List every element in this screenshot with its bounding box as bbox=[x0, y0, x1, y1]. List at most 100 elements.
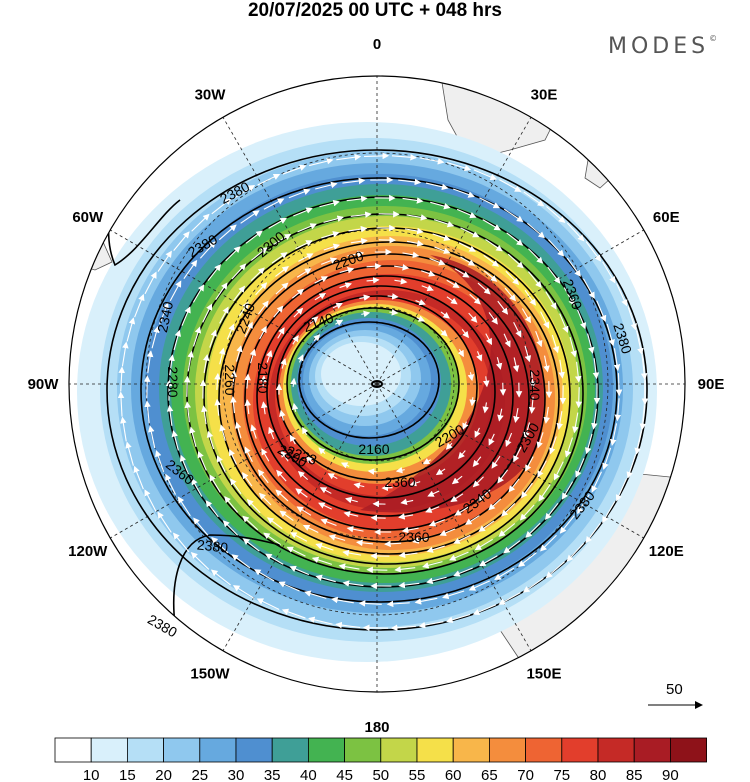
wind-vector bbox=[503, 540, 521, 554]
wind-vector bbox=[257, 173, 281, 186]
wind-vector bbox=[545, 561, 565, 579]
wind-vector bbox=[416, 315, 426, 322]
wind-vector bbox=[222, 520, 238, 536]
longitude-labels: 0 30E 60E 90E 120E 150E 180 150W 120W 90W 60W 30W bbox=[28, 36, 725, 736]
wind-vector bbox=[361, 310, 371, 318]
wind-vector bbox=[318, 502, 332, 510]
wind-vector bbox=[566, 542, 585, 562]
wind-vector bbox=[358, 600, 382, 607]
wind-vector bbox=[473, 169, 497, 181]
wind-vector bbox=[506, 232, 524, 246]
wind-vector bbox=[291, 288, 305, 299]
wind-vector bbox=[390, 624, 416, 632]
wind-vector bbox=[454, 268, 470, 278]
wind-vector bbox=[366, 277, 380, 284]
wind-vector bbox=[513, 322, 522, 338]
wind-vector bbox=[225, 246, 241, 262]
wind-vector bbox=[278, 581, 300, 592]
colorbar-swatch bbox=[380, 737, 418, 763]
wind-vector bbox=[485, 333, 492, 346]
wind-vector bbox=[522, 577, 544, 593]
wind-vector bbox=[426, 576, 447, 585]
wind-vector bbox=[295, 488, 308, 498]
wind-vector bbox=[558, 359, 565, 379]
wind-vector bbox=[504, 287, 517, 302]
wind-vector bbox=[244, 373, 251, 389]
colorbar-label: 80 bbox=[590, 767, 607, 782]
wind-vector bbox=[577, 494, 590, 515]
wind-vector bbox=[488, 312, 498, 325]
wind-vector bbox=[157, 511, 172, 533]
wind-vector bbox=[446, 279, 460, 288]
longitude-label: 150E bbox=[526, 665, 561, 682]
wind-vector bbox=[328, 534, 346, 541]
wind-vector bbox=[627, 306, 637, 331]
colorbar-label: 10 bbox=[83, 767, 100, 782]
wind-vector bbox=[342, 177, 366, 185]
wind-vector bbox=[309, 316, 319, 325]
wind-vector bbox=[495, 357, 503, 370]
wind-vector bbox=[187, 350, 194, 372]
colorbar-swatch bbox=[307, 737, 345, 763]
wind-vector bbox=[545, 502, 559, 520]
wind-vector bbox=[308, 616, 333, 625]
brand-copyright: © bbox=[709, 34, 718, 43]
wind-vector bbox=[335, 319, 344, 326]
map-title: 20/07/2025 00 UTC + 048 hrs bbox=[247, 0, 503, 21]
wind-vector bbox=[414, 597, 438, 605]
wind-vector bbox=[482, 402, 489, 414]
wind-vector bbox=[401, 526, 419, 534]
colorbar-swatch bbox=[633, 737, 671, 763]
wind-vector bbox=[279, 510, 294, 521]
wind-vector bbox=[507, 253, 524, 269]
wind-vector bbox=[366, 566, 388, 574]
colorbar-label: 50 bbox=[372, 767, 389, 782]
wind-vector bbox=[525, 522, 541, 538]
colorbar-swatch bbox=[561, 737, 599, 763]
wind-vector bbox=[173, 231, 190, 251]
wind-band-24 bbox=[321, 342, 401, 406]
wind-vector bbox=[553, 461, 564, 481]
wind-vector bbox=[336, 153, 362, 161]
wind-vector bbox=[394, 264, 410, 271]
wind-vector bbox=[290, 532, 308, 542]
wind-vector bbox=[526, 222, 545, 239]
wind-vector bbox=[398, 551, 418, 559]
wind-vector bbox=[634, 430, 643, 455]
wind-vector bbox=[488, 498, 502, 511]
wind-vector bbox=[497, 469, 509, 484]
wind-vector bbox=[245, 230, 263, 244]
wind-vector bbox=[250, 247, 268, 261]
longitude-label: 180 bbox=[364, 719, 389, 736]
wind-vector bbox=[121, 341, 129, 367]
wind-vector bbox=[304, 590, 327, 599]
wind-vector bbox=[639, 405, 647, 431]
wind-vector bbox=[249, 348, 257, 364]
wind-vector bbox=[157, 250, 172, 272]
longitude-label: 120E bbox=[649, 543, 684, 560]
wind-vector bbox=[636, 330, 644, 355]
contour-2380-outer-south bbox=[172, 534, 281, 626]
contour-label: 2180 bbox=[255, 362, 271, 393]
colorbar-swatch bbox=[416, 737, 454, 763]
wind-vector bbox=[151, 325, 160, 349]
wind-vector bbox=[359, 294, 371, 301]
wind-vector bbox=[569, 336, 577, 358]
wind-vector bbox=[440, 311, 450, 319]
longitude-label: 120W bbox=[68, 543, 108, 560]
colorbar-label: 90 bbox=[662, 767, 679, 782]
wind-vector bbox=[415, 299, 426, 306]
wind-vector bbox=[387, 293, 399, 300]
wind-vector bbox=[313, 334, 321, 342]
wind-vector bbox=[577, 309, 587, 330]
wind-vector bbox=[242, 472, 253, 487]
wind-vector bbox=[566, 222, 585, 242]
wind-vector bbox=[559, 515, 575, 534]
wind-vector bbox=[233, 184, 256, 199]
wind-vector bbox=[452, 188, 475, 198]
wind-vector bbox=[117, 391, 125, 417]
wind-vector bbox=[528, 248, 544, 264]
wind-vector bbox=[256, 598, 280, 610]
wind-vector bbox=[214, 372, 221, 390]
wind-vector bbox=[524, 345, 532, 363]
